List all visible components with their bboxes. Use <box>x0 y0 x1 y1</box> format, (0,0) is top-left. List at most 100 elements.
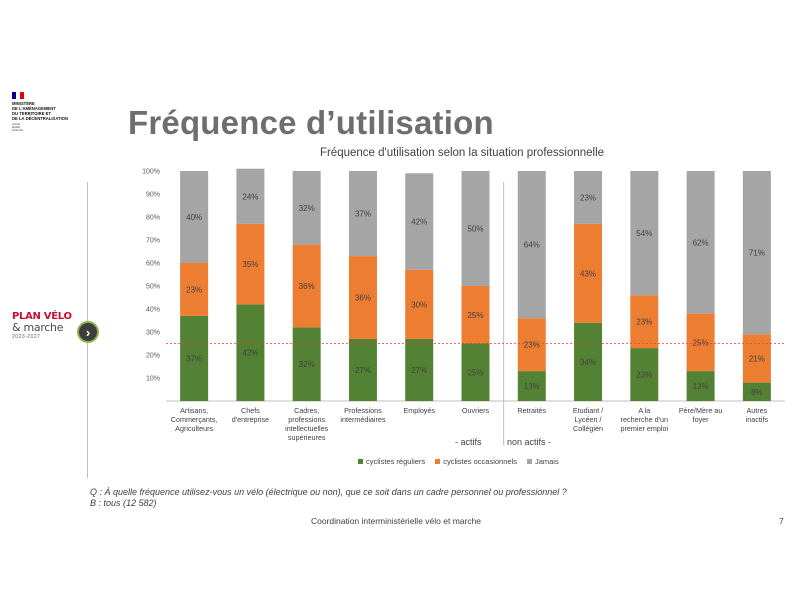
data-label: 21% <box>749 354 765 363</box>
data-label: 42% <box>242 349 258 358</box>
data-label: 27% <box>355 366 371 375</box>
bar-segment <box>461 343 490 401</box>
x-tick-label: Employés <box>403 406 435 415</box>
x-tick-label: Artisans, Commerçants, Agriculteurs <box>171 406 218 433</box>
data-label: 36% <box>355 294 371 303</box>
bar-segment <box>405 173 434 270</box>
data-label: 37% <box>355 210 371 219</box>
data-label: 32% <box>299 204 315 213</box>
base-text: B : tous (12 582) <box>90 498 157 508</box>
plan-velo-logo-line2: & marche <box>12 321 64 334</box>
data-label: 34% <box>580 358 596 367</box>
data-label: 43% <box>580 269 596 278</box>
ministry-logo: Ministère de l'Aménagement du Territoire… <box>12 92 92 132</box>
bar-segment <box>236 304 265 401</box>
bar-segment <box>686 371 715 401</box>
x-tick-label: Professions intermédiaires <box>340 406 386 424</box>
data-label: 54% <box>636 229 652 238</box>
group-label-actifs: - actifs <box>455 437 482 447</box>
data-label: 37% <box>186 354 202 363</box>
plan-velo-logo-line3: 2023-2027 <box>12 334 41 340</box>
data-label: 24% <box>242 192 258 201</box>
data-label: 23% <box>636 371 652 380</box>
data-label: 32% <box>299 360 315 369</box>
y-tick-label: 40% <box>146 307 160 314</box>
data-label: 23% <box>580 193 596 202</box>
data-label: 25% <box>693 338 709 347</box>
data-label: 27% <box>411 366 427 375</box>
bar-segment <box>348 338 377 401</box>
bar-segment <box>292 171 321 245</box>
bar-segment <box>686 171 715 314</box>
x-tick-label: Cadres, professions intellectuelles supérie… <box>285 406 329 442</box>
legend-swatch <box>526 459 532 464</box>
page-title: Fréquence d’utilisation <box>128 104 494 141</box>
survey-question: Q : À quelle fréquence utilisez-vous un … <box>90 487 567 509</box>
legend-item: Jamais <box>526 457 559 466</box>
data-label: 50% <box>467 225 483 234</box>
bar-segment <box>630 295 659 349</box>
x-tick-label: Autres inactifs <box>746 406 769 424</box>
data-label: 30% <box>411 300 427 309</box>
bar-segment <box>292 244 321 328</box>
bar-segment <box>742 334 771 383</box>
data-label: 64% <box>524 241 540 250</box>
bar-segment <box>742 382 771 401</box>
y-tick-label: 20% <box>146 353 160 360</box>
french-flag-icon <box>12 92 24 99</box>
bar-segment <box>461 286 490 344</box>
legend-label: Jamais <box>534 457 559 466</box>
x-tick-label: Chefs d'entreprise <box>232 406 269 424</box>
chart-title: Fréquence d'utilisation selon la situati… <box>319 147 605 159</box>
y-tick-label: 80% <box>146 215 160 222</box>
data-label: 13% <box>693 382 709 391</box>
data-label: 25% <box>467 311 483 320</box>
x-tick-label: Ouvriers <box>462 406 490 415</box>
bar-segment <box>517 318 546 372</box>
legend-item: cyclistes occasionnels <box>435 457 517 466</box>
y-tick-label: 90% <box>146 192 160 199</box>
y-tick-label: 50% <box>146 284 160 291</box>
bar-segment <box>180 171 209 263</box>
y-tick-label: 70% <box>146 238 160 245</box>
x-tick-label: Père/Mère au foyer <box>679 406 723 424</box>
x-tick-label: A la recherche d'un premier emploi <box>621 406 669 433</box>
data-label: 13% <box>524 382 540 391</box>
plan-velo-logo: PLAN VÉLO & marche 2023-2027 <box>12 312 72 341</box>
bar-segment <box>517 371 546 401</box>
data-label: 40% <box>186 213 202 222</box>
data-label: 8% <box>751 388 763 397</box>
legend-swatch <box>435 459 441 464</box>
data-label: 36% <box>299 282 315 291</box>
legend-label: cyclistes réguliers <box>366 457 426 466</box>
ministry-name: Ministère de l'Aménagement du Territoire… <box>12 101 69 121</box>
bar-segment <box>348 171 377 257</box>
bar-segment <box>348 256 377 339</box>
bar-segment <box>742 171 771 335</box>
group-label-non-actifs: non actifs - <box>507 437 552 447</box>
data-label: 23% <box>524 341 540 350</box>
republic-motto: Liberté Égalité Fraternité <box>12 123 24 132</box>
bar-segment <box>630 171 659 296</box>
legend-label: cyclistes occasionnels <box>443 457 517 466</box>
data-label: 42% <box>411 218 427 227</box>
chart-legend: cyclistes réguliers cyclistes occasionne… <box>358 457 559 466</box>
bar-segment <box>574 171 603 224</box>
question-text: Q : À quelle fréquence utilisez-vous un … <box>90 487 567 497</box>
bar-segment <box>180 315 209 401</box>
bar-segment <box>574 223 603 323</box>
chevron-right-icon[interactable]: › <box>77 321 99 343</box>
bar-segment <box>236 223 265 305</box>
data-label: 71% <box>749 249 765 258</box>
bar-segment <box>236 168 265 224</box>
bar-segment <box>461 171 490 286</box>
data-label: 35% <box>242 260 258 269</box>
page-number: 7 <box>779 516 784 526</box>
bar-segment <box>292 327 321 401</box>
bar-segment <box>517 171 546 319</box>
bar-segment <box>630 348 659 401</box>
bar-segment <box>686 313 715 372</box>
footer-text: Coordination interministérielle vélo et … <box>310 516 482 526</box>
y-tick-label: 100% <box>142 169 160 176</box>
bar-segment <box>574 322 603 401</box>
